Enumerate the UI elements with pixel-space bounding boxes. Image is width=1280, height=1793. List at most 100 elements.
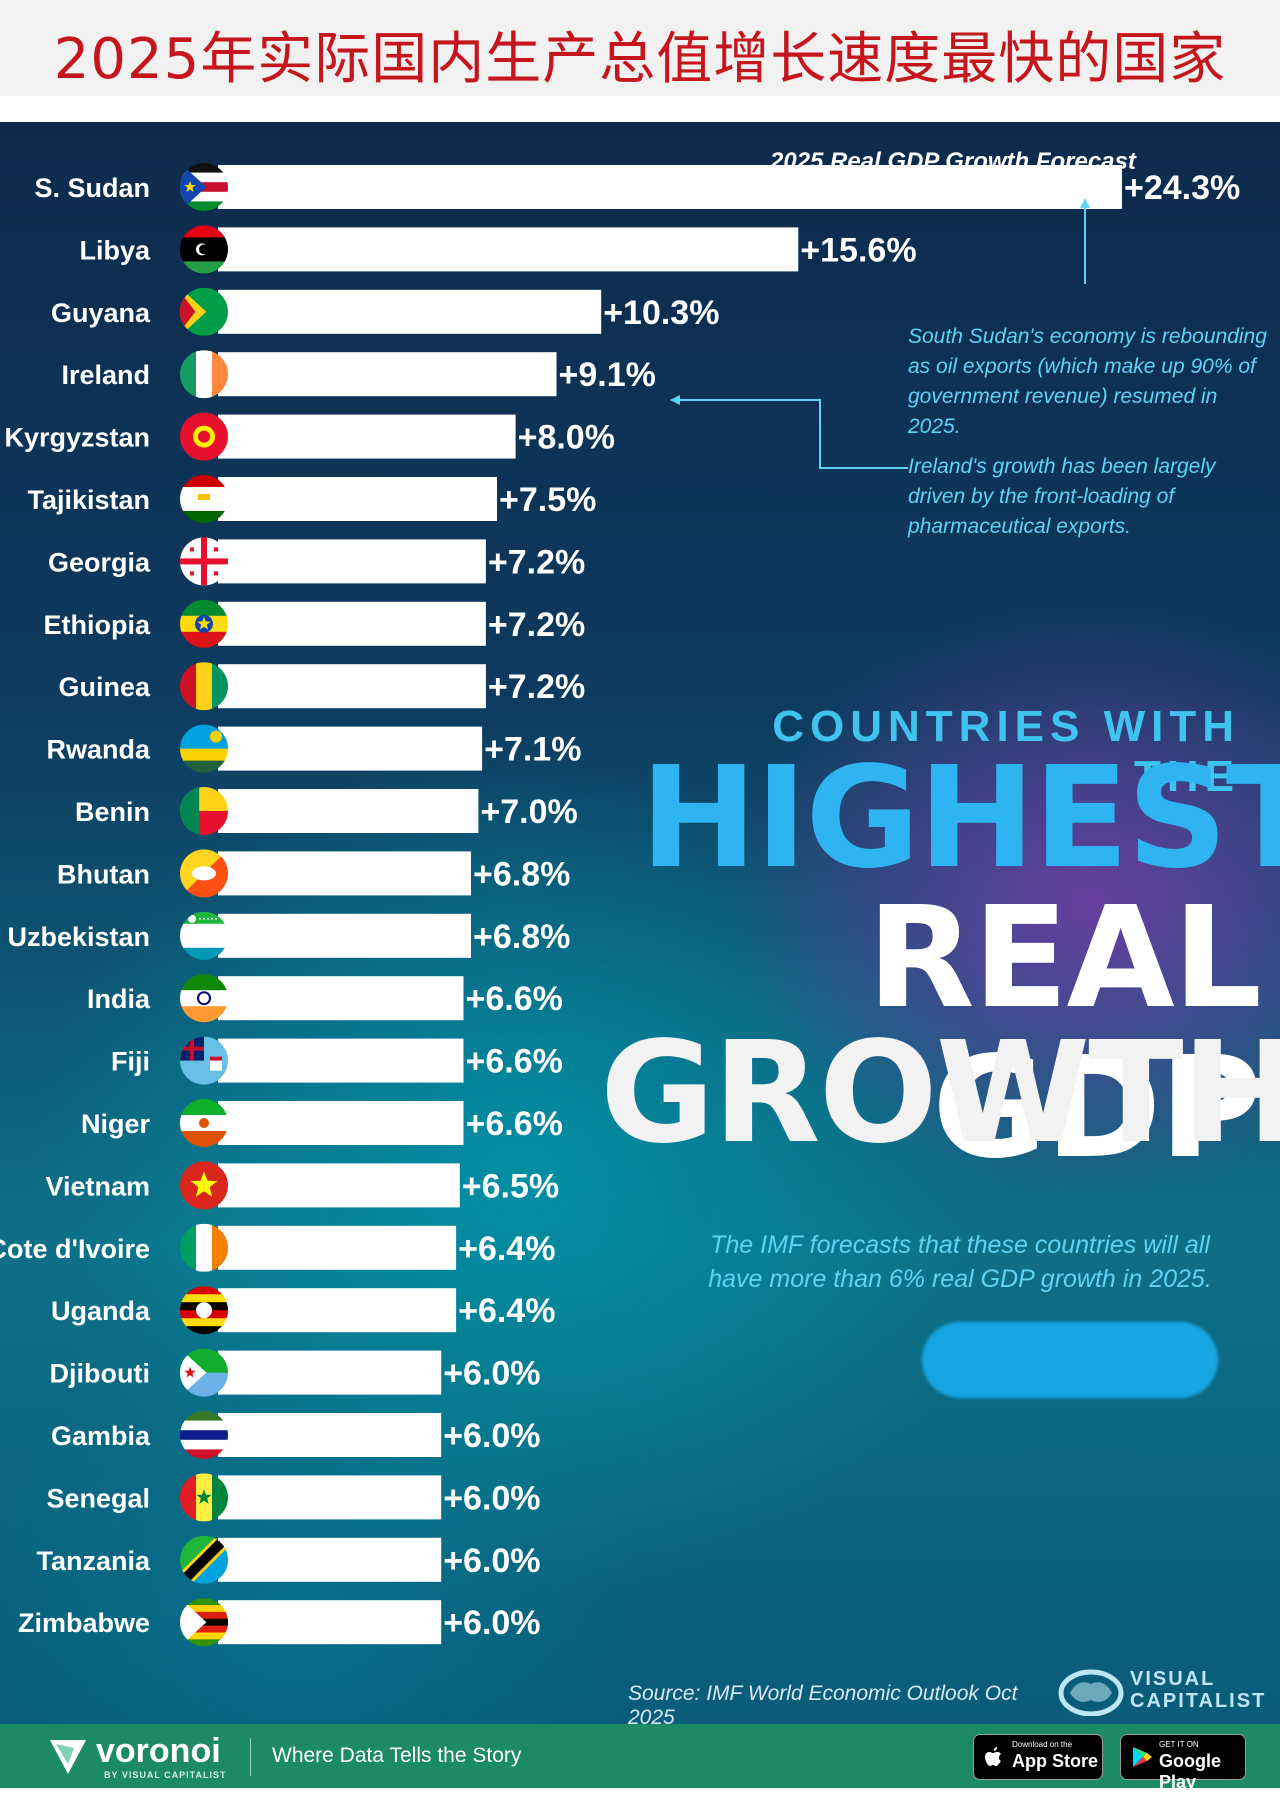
flag-icon: [180, 1099, 228, 1147]
country-label: Libya: [79, 235, 151, 265]
bar-row: Rwanda +7.1%: [46, 724, 581, 773]
bar-row: Vietnam +6.5%: [45, 1161, 559, 1210]
value-label: +10.3%: [603, 294, 719, 332]
visual-capitalist-logo: VISUAL CAPITALIST: [1058, 1662, 1268, 1722]
bar: [218, 414, 516, 459]
bar: [218, 976, 464, 1021]
country-label: Rwanda: [46, 735, 151, 765]
bar-row: Niger +6.6%: [81, 1099, 563, 1147]
app-store-label: App Store: [1012, 1751, 1099, 1771]
bar-row: India +6.6%: [87, 974, 563, 1023]
flag-icon: [180, 1223, 228, 1272]
country-label: Bhutan: [57, 859, 150, 889]
bar: [218, 1350, 442, 1395]
value-label: +6.4%: [458, 1230, 555, 1268]
country-label: Kyrgyzstan: [4, 423, 150, 453]
bar: [218, 352, 557, 397]
bar-row: Uganda +6.4%: [51, 1286, 555, 1335]
value-label: +7.2%: [488, 668, 585, 706]
bar: [218, 1225, 457, 1270]
headline-highest: HIGHEST: [640, 737, 1280, 900]
infographic: S. Sudan +24.3% Libya +15.6% Guyana +10.3% Ire…: [0, 122, 1280, 1729]
voronoi-logo-icon: [50, 1740, 86, 1774]
value-label: +6.0%: [443, 1479, 540, 1517]
bar: [218, 601, 486, 646]
bar-row: S. Sudan +24.3%: [34, 163, 1240, 211]
chart-title: 2025 Real GDP Growth Forecast: [770, 148, 1136, 175]
headline-pre: COUNTRIES WITH THE: [772, 702, 1240, 801]
country-label: Uzbekistan: [7, 922, 150, 952]
value-label: +7.5%: [499, 481, 596, 519]
bar: [218, 477, 497, 521]
country-label: Niger: [81, 1109, 151, 1139]
value-label: +6.8%: [473, 918, 570, 956]
google-play-label: Google Play: [1159, 1751, 1221, 1792]
country-label: Fiji: [111, 1047, 150, 1077]
bar: [218, 227, 799, 272]
value-label: +6.0%: [443, 1417, 540, 1455]
bar-row: Djibouti +6.0%: [50, 1348, 541, 1397]
footer-bar: voronoi BY VISUAL CAPITALIST Where Data …: [0, 1724, 1280, 1792]
annotation-arrows: [670, 198, 1090, 469]
value-label: +6.6%: [466, 980, 563, 1018]
flag-icon: [180, 1161, 228, 1210]
flag-icon: [180, 599, 228, 648]
headline-real-gdp: REAL GDP: [867, 877, 1262, 1190]
bar-row: Guinea +7.2%: [58, 662, 585, 711]
value-label: +7.1%: [484, 731, 581, 769]
flag-icon: [180, 287, 228, 336]
annotation-ireland: Ireland's growth has been largely driven…: [908, 455, 1216, 538]
flag-icon: [180, 662, 228, 711]
country-label: Vietnam: [45, 1171, 150, 1201]
country-label: Zimbabwe: [18, 1608, 150, 1638]
google-play-small-text: GET IT ON: [1159, 1740, 1199, 1749]
bar: [218, 851, 471, 896]
imf-note: The IMF forecasts that these countries w…: [708, 1231, 1212, 1293]
bar-row: Bhutan +6.8%: [57, 849, 570, 898]
country-label: Uganda: [51, 1296, 151, 1326]
value-label: +8.0%: [518, 419, 615, 457]
value-label: +6.6%: [466, 1105, 563, 1143]
bar-row: Tanzania +6.0%: [36, 1535, 541, 1584]
flag-icon: [180, 849, 228, 898]
value-label: +24.3%: [1124, 169, 1240, 207]
value-label: +7.2%: [488, 543, 585, 581]
voronoi-wordmark[interactable]: voronoi: [96, 1732, 221, 1770]
flag-icon: [180, 1411, 228, 1459]
headline-growth: GROWTH: [600, 1012, 1280, 1175]
bar-row: Uzbekistan +6.8%: [7, 911, 570, 960]
bar-row: Fiji +6.6%: [111, 1036, 563, 1085]
annotation-south-sudan: South Sudan's economy is rebounding as o…: [908, 325, 1267, 438]
source-note: Source: IMF World Economic Outlook Oct 2…: [628, 1682, 1018, 1729]
bar: [218, 726, 483, 771]
page-header: 2025年实际国内生产总值增长速度最快的国家: [0, 0, 1280, 96]
bar: [218, 664, 486, 709]
flag-icon: [180, 787, 228, 835]
footer-divider: [250, 1738, 251, 1776]
flag-icon: [180, 1473, 228, 1522]
value-label: +7.2%: [488, 606, 585, 644]
bar-row: Gambia +6.0%: [51, 1411, 541, 1459]
bar-chart: S. Sudan +24.3% Libya +15.6% Guyana +10.3% Ire…: [0, 163, 1240, 1647]
google-play-button[interactable]: GET IT ON Google Play: [1120, 1734, 1246, 1792]
flag-icon: [180, 1036, 228, 1085]
page-title: 2025年实际国内生产总值增长速度最快的国家: [53, 27, 1227, 92]
bar-row: Ethiopia +7.2%: [44, 599, 585, 648]
value-label: +6.6%: [466, 1043, 563, 1081]
value-label: +6.8%: [473, 855, 570, 893]
bar: [218, 1537, 442, 1582]
value-label: +6.0%: [443, 1604, 540, 1642]
value-label: +6.5%: [462, 1167, 559, 1205]
voronoi-subtitle: BY VISUAL CAPITALIST: [104, 1770, 227, 1780]
app-store-button[interactable]: Download on the App Store: [973, 1734, 1103, 1780]
footer-tagline: Where Data Tells the Story: [272, 1744, 522, 1767]
bar: [218, 1163, 460, 1208]
value-label: +6.0%: [443, 1542, 540, 1580]
country-label: S. Sudan: [34, 173, 150, 203]
country-label: Georgia: [48, 547, 151, 577]
flag-icon: [180, 974, 228, 1023]
bar: [218, 1101, 464, 1145]
app-store-small-text: Download on the: [1012, 1740, 1073, 1749]
flag-icon: [180, 163, 228, 211]
value-label: +9.1%: [559, 356, 656, 394]
